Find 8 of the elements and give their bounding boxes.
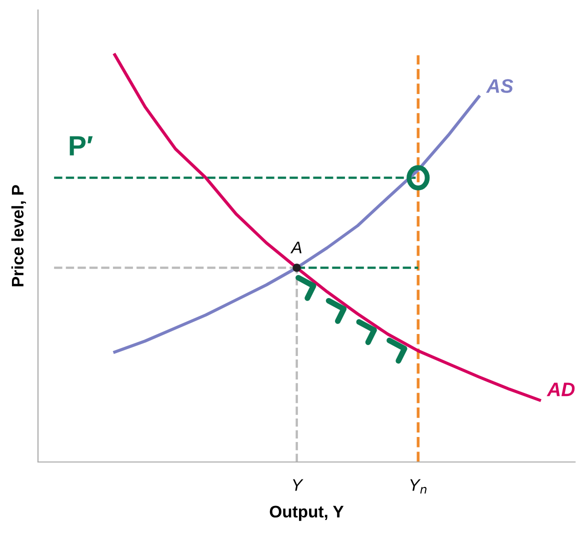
x-axis-title: Output, Y [270, 506, 344, 521]
x-tick-label: Y [292, 479, 304, 491]
y-axis-title: Price level, P [11, 185, 26, 286]
series-label: AS [486, 79, 514, 93]
series-label: AD [546, 382, 575, 396]
annotation: A [290, 242, 302, 254]
x-tick-label: Y$_{n}$ [410, 479, 426, 494]
annotation: P′ [70, 136, 93, 156]
